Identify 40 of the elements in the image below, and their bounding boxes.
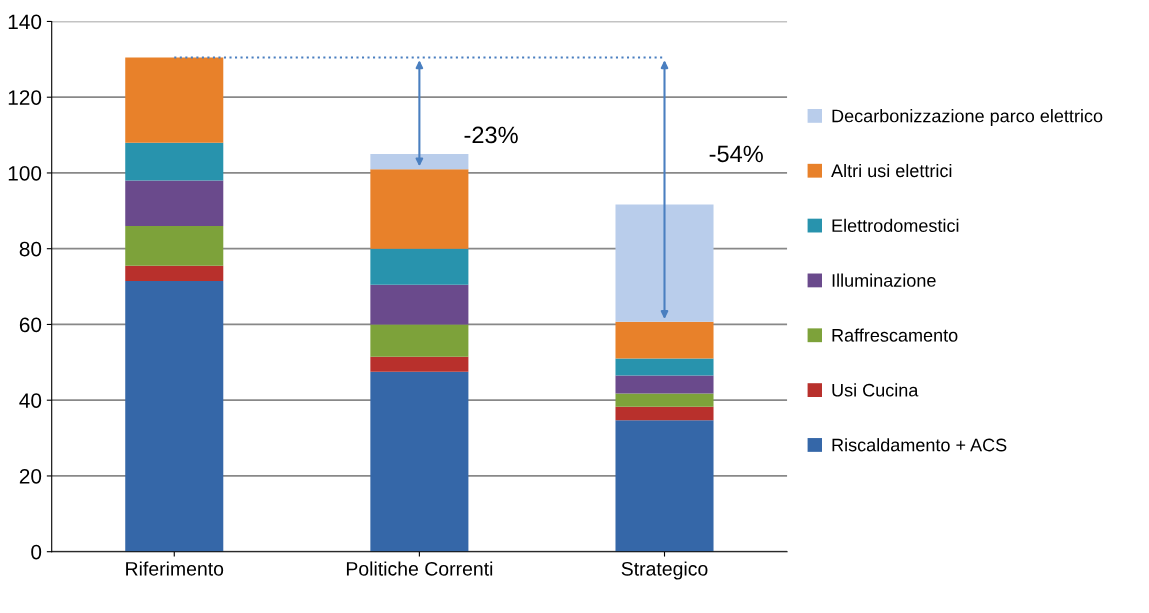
legend-label: Altri usi elettrici <box>831 163 952 178</box>
bar <box>125 265 224 281</box>
bar <box>370 324 469 357</box>
y-tick-label: 0 <box>31 544 42 560</box>
bar <box>615 375 714 394</box>
y-tick-label: 20 <box>19 468 42 484</box>
bar <box>125 280 224 552</box>
y-tick-label: 80 <box>19 241 42 257</box>
bar <box>615 420 714 552</box>
y-tick-label: 140 <box>8 14 42 30</box>
bar <box>125 57 224 143</box>
y-tick-label: 120 <box>8 90 42 105</box>
bar <box>615 358 714 376</box>
bar <box>370 169 469 249</box>
bar <box>615 204 714 322</box>
legend-label: Elettrodomestici <box>832 218 959 233</box>
legend-label: Illuminazione <box>832 273 936 287</box>
legend-label: Riscaldamento + ACS <box>832 438 1007 452</box>
bar <box>125 180 224 226</box>
legend-label: Usi Cucina <box>832 383 919 397</box>
bar <box>615 393 714 407</box>
x-tick-label: Strategico <box>621 561 708 580</box>
bar <box>125 142 224 181</box>
bar <box>125 225 224 266</box>
bar <box>615 321 714 359</box>
bar <box>370 154 469 170</box>
y-tick-label: 100 <box>8 165 42 181</box>
y-tick-label: 40 <box>19 393 42 408</box>
x-tick-label: Riferimento <box>126 561 224 576</box>
legend-label: Raffrescamento <box>832 328 958 342</box>
x-tick-label: Politiche Correnti <box>346 561 493 576</box>
bar <box>370 371 469 552</box>
annotation: -23% <box>464 126 518 144</box>
legend-label: Decarbonizzazione parco elettrico <box>832 109 1103 126</box>
y-tick-label: 60 <box>19 317 42 333</box>
annotation: -54% <box>709 145 763 163</box>
bar <box>370 284 469 325</box>
bar <box>615 406 714 421</box>
bar <box>370 356 469 372</box>
bar <box>370 248 469 285</box>
